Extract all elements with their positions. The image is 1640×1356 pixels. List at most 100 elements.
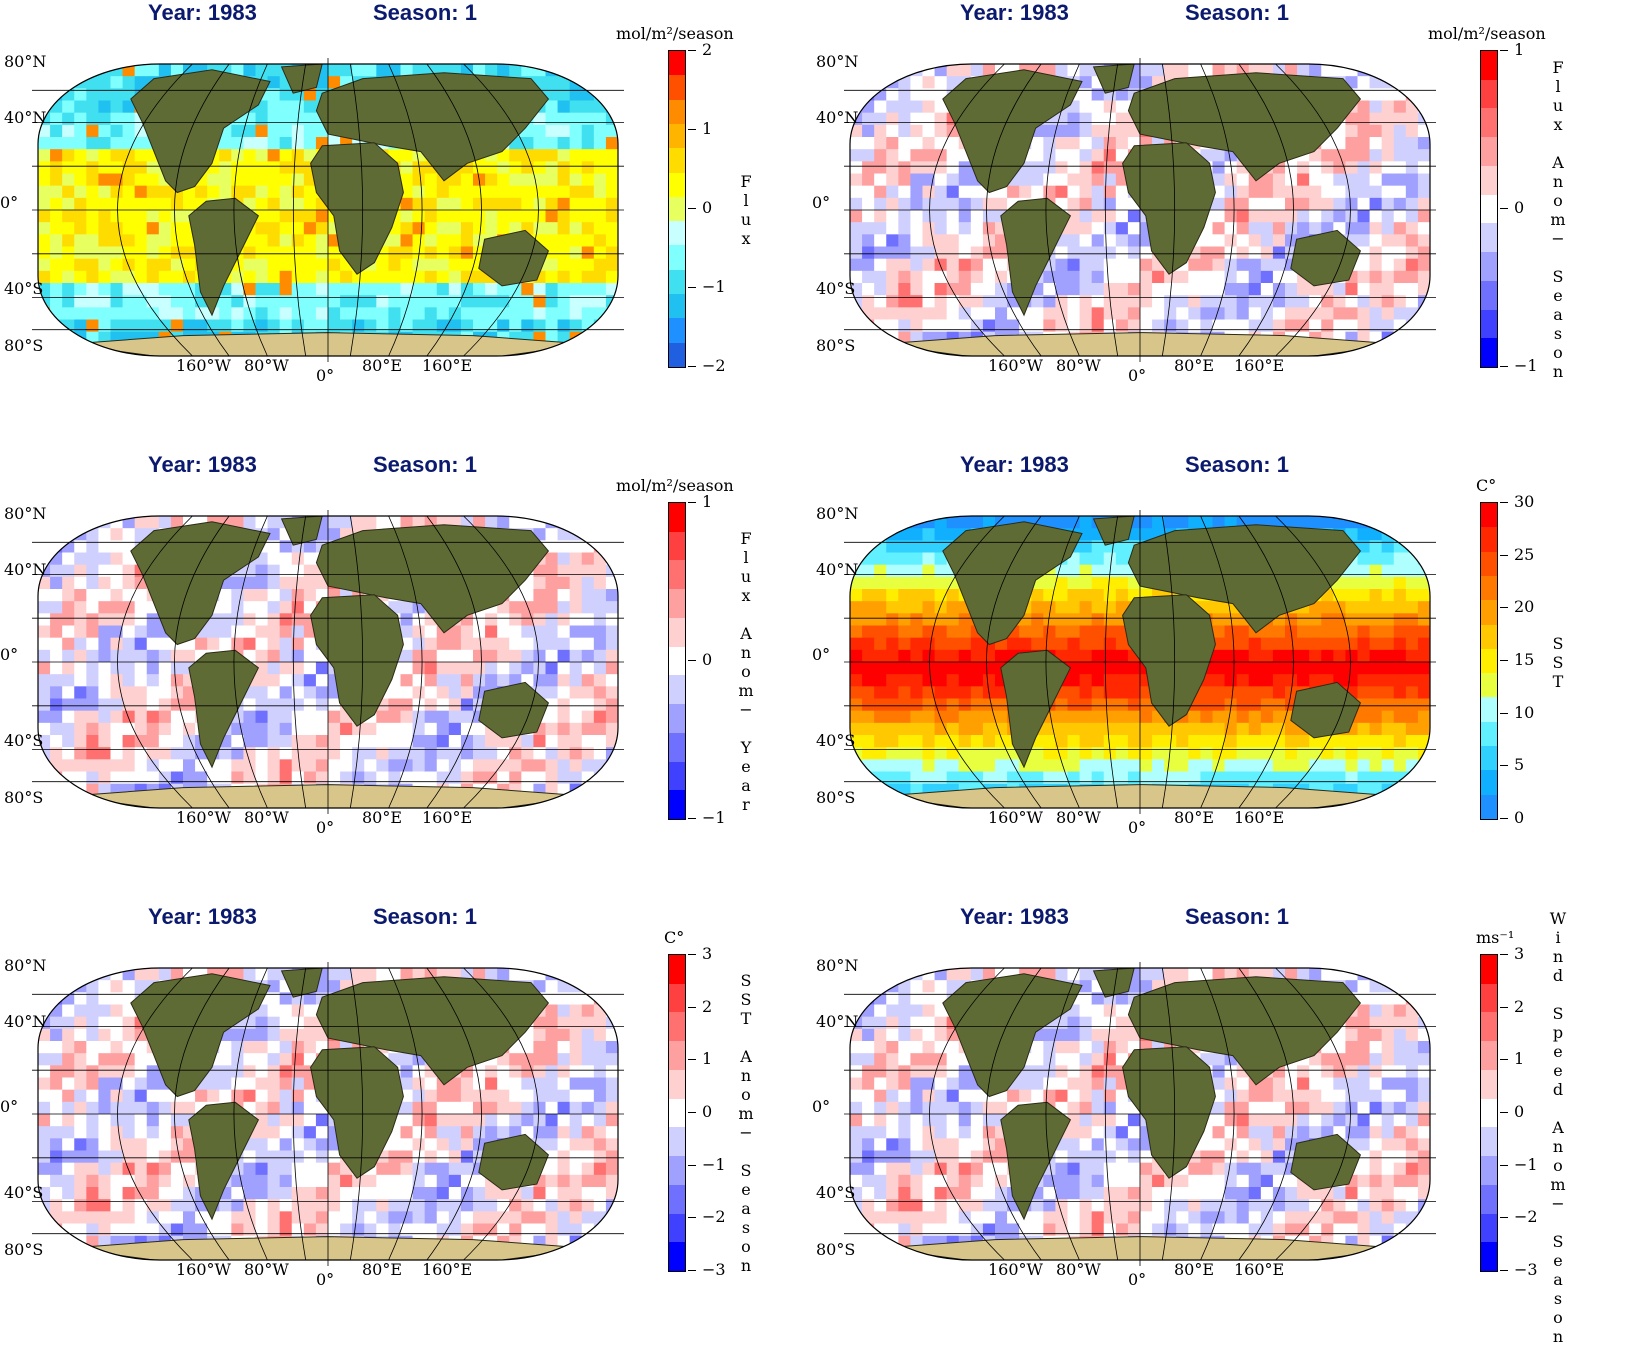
colorbar-swatch bbox=[669, 172, 685, 198]
colorbar-tick-label: 2 bbox=[1514, 996, 1525, 1016]
colorbar-tick-label: 0 bbox=[702, 1102, 713, 1121]
colorbar-tick bbox=[688, 1270, 696, 1271]
colorbar-swatch bbox=[1481, 194, 1497, 224]
colorbar bbox=[668, 50, 686, 368]
colorbar-swatch bbox=[1481, 955, 1497, 985]
continent-shape bbox=[315, 524, 550, 634]
colorbar-swatch bbox=[1481, 648, 1497, 674]
colorbar-swatch bbox=[669, 560, 685, 590]
colorbar-swatch bbox=[669, 148, 685, 174]
lon-tick-label: 80°E bbox=[1174, 1260, 1215, 1279]
colorbar-swatch bbox=[1481, 252, 1497, 282]
colorbar-tick bbox=[1500, 1217, 1508, 1219]
colorbar-tick bbox=[1500, 712, 1508, 714]
lat-tick-label: 80°N bbox=[4, 504, 47, 523]
lon-tick-label: 0° bbox=[316, 366, 335, 385]
colorbar-swatch bbox=[669, 245, 685, 271]
colorbar-swatch bbox=[669, 761, 685, 791]
colorbar-swatch bbox=[669, 646, 685, 676]
colorbar-swatch bbox=[669, 318, 685, 344]
colorbar-swatch bbox=[669, 294, 685, 319]
continent-shape bbox=[188, 197, 260, 317]
colorbar-tick-label: 0 bbox=[1514, 808, 1525, 827]
continent-shape bbox=[478, 229, 549, 287]
colorbar-swatch bbox=[1481, 575, 1497, 601]
colorbar-swatch bbox=[1481, 1012, 1497, 1042]
continent-shape bbox=[1092, 64, 1135, 94]
colorbar-swatch bbox=[669, 1012, 685, 1042]
colorbar-swatch bbox=[669, 1098, 685, 1128]
lat-tick-label: 80°N bbox=[816, 504, 859, 523]
colorbar-tick bbox=[1500, 554, 1508, 556]
world-map bbox=[844, 58, 1436, 362]
panel-title-season: Season: 1 bbox=[1185, 904, 1289, 929]
colorbar-tick bbox=[1500, 366, 1508, 367]
colorbar-tick bbox=[688, 1059, 696, 1061]
continent-shape bbox=[478, 1133, 549, 1191]
colorbar-swatch bbox=[1481, 1041, 1497, 1071]
colorbar-swatch bbox=[1481, 108, 1497, 138]
continent-shape bbox=[315, 976, 550, 1086]
colorbar-tick bbox=[688, 660, 696, 661]
colorbar-tick bbox=[688, 818, 696, 819]
variable-title: F l u x A n o m − S e a s o n bbox=[1550, 57, 1566, 381]
colorbar-tick bbox=[688, 1112, 696, 1113]
colorbar-tick-label: −3 bbox=[702, 1260, 726, 1279]
colorbar-tick-label: 15 bbox=[1514, 650, 1535, 669]
colorbar-tick-label: 0 bbox=[702, 198, 713, 217]
colorbar-tick bbox=[688, 1006, 696, 1008]
colorbar-tick bbox=[1500, 502, 1508, 503]
colorbar-swatch bbox=[1481, 51, 1497, 81]
continent-shape bbox=[1000, 197, 1072, 317]
colorbar-swatch bbox=[669, 196, 685, 222]
lat-tick-label: 40°N bbox=[4, 560, 47, 579]
colorbar-tick-label: 0 bbox=[1514, 198, 1525, 217]
lon-tick-label: 80°W bbox=[244, 1260, 289, 1279]
lat-tick-label: 40°S bbox=[816, 731, 856, 750]
colorbar-tick-label: −1 bbox=[1514, 356, 1538, 375]
colorbar-swatch bbox=[1481, 1184, 1497, 1215]
colorbar-swatch bbox=[669, 531, 685, 561]
lat-tick-label: 40°S bbox=[816, 279, 856, 298]
variable-title: F l u x bbox=[740, 172, 752, 248]
variable-title: S S T bbox=[1552, 633, 1564, 691]
colorbar-swatch bbox=[1481, 600, 1497, 626]
continent-shape bbox=[188, 1101, 260, 1221]
lat-tick-label: 40°N bbox=[816, 1012, 859, 1031]
colorbar-tick-label: −1 bbox=[702, 1154, 726, 1174]
colorbar-unit: mol/m²/season bbox=[616, 476, 734, 495]
continent-shape bbox=[1290, 1133, 1361, 1191]
lat-tick-label: 0° bbox=[812, 193, 831, 212]
colorbar-swatch bbox=[1481, 338, 1497, 368]
continent-shape bbox=[1000, 649, 1072, 769]
lat-tick-label: 40°S bbox=[4, 1183, 44, 1202]
lon-tick-label: 80°W bbox=[244, 808, 289, 827]
continent-shape bbox=[280, 64, 323, 94]
lon-tick-label: 160°W bbox=[988, 1260, 1043, 1279]
colorbar bbox=[1480, 50, 1498, 368]
colorbar-tick-label: 0 bbox=[1514, 1102, 1525, 1121]
colorbar-swatch bbox=[1481, 79, 1497, 109]
map-panel: Year: 1983 Season: 1 80°N 40°N 0° 40°S 80°S 160… bbox=[812, 0, 1632, 452]
panel-title-season: Season: 1 bbox=[373, 904, 477, 929]
lat-tick-label: 40°S bbox=[816, 1183, 856, 1202]
lon-tick-label: 0° bbox=[1128, 366, 1147, 385]
lon-tick-label: 0° bbox=[316, 818, 335, 837]
colorbar-tick bbox=[688, 50, 696, 51]
lon-tick-label: 80°E bbox=[362, 356, 403, 375]
colorbar-tick-label: 2 bbox=[702, 996, 713, 1016]
colorbar-tick-label: −1 bbox=[1514, 1154, 1538, 1174]
world-map bbox=[32, 58, 624, 362]
panel-title-year: Year: 1983 bbox=[960, 452, 1069, 477]
lat-tick-label: 80°S bbox=[4, 1240, 44, 1259]
colorbar-tick bbox=[688, 1164, 696, 1166]
lon-tick-label: 80°E bbox=[1174, 356, 1215, 375]
colorbar-swatch bbox=[1481, 794, 1497, 820]
lon-tick-label: 160°E bbox=[1234, 1260, 1285, 1279]
colorbar-tick-label: 5 bbox=[1514, 755, 1525, 775]
colorbar-tick bbox=[1500, 1164, 1508, 1166]
colorbar-swatch bbox=[669, 1184, 685, 1215]
colorbar-tick bbox=[688, 954, 696, 955]
lon-tick-label: 80°W bbox=[1056, 808, 1101, 827]
map-panel: Year: 1983 Season: 1 80°N 40°N 0° 40°S 80°S 160… bbox=[0, 0, 820, 452]
